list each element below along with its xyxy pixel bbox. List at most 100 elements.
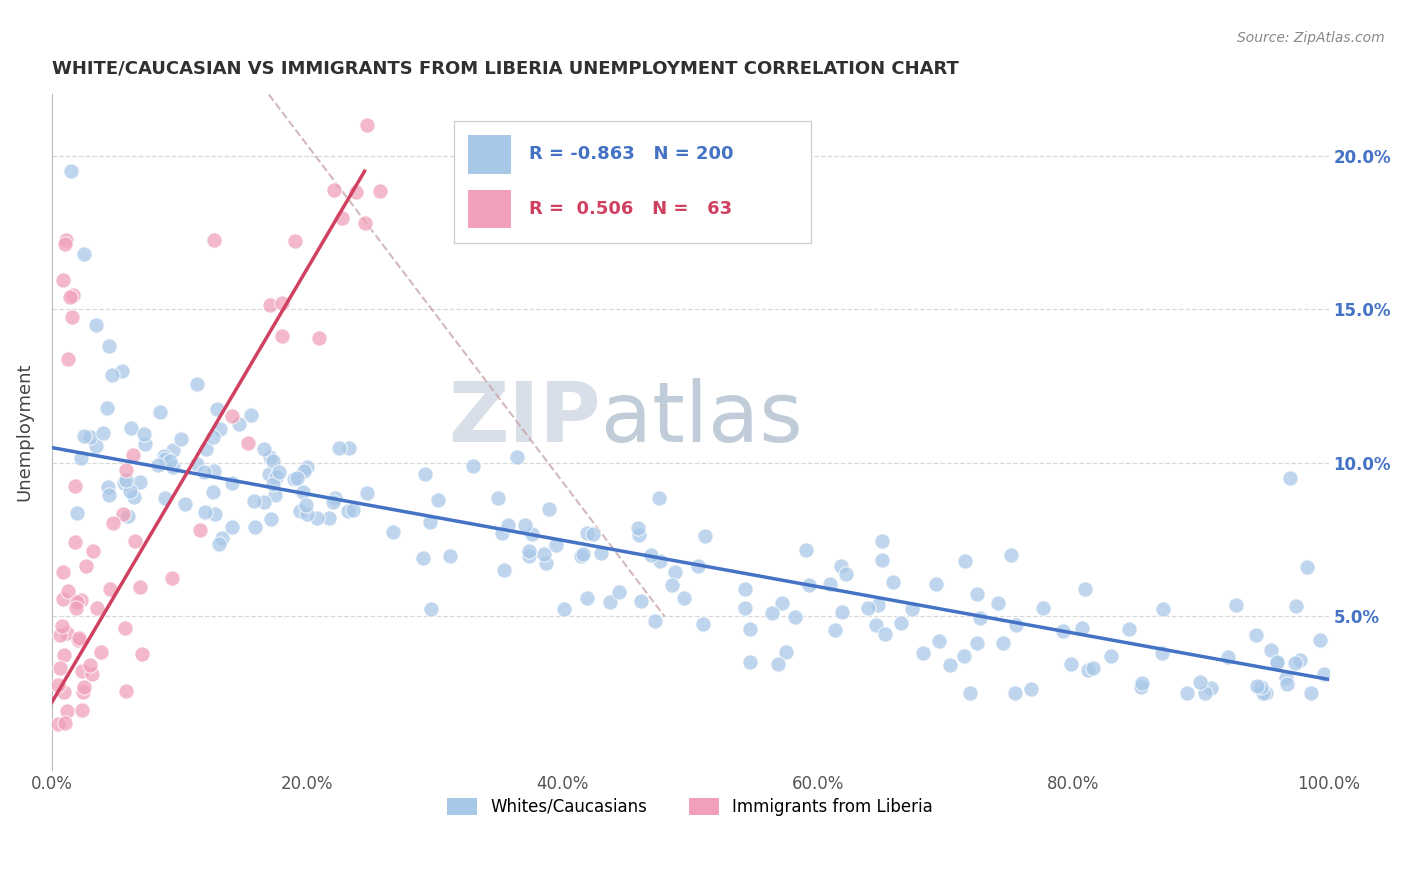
Text: Source: ZipAtlas.com: Source: ZipAtlas.com — [1237, 31, 1385, 45]
Point — [734, 600, 756, 615]
Point — [627, 528, 650, 542]
Point — [381, 524, 404, 539]
Point — [295, 507, 318, 521]
Point — [69, 593, 91, 607]
Point — [117, 509, 139, 524]
Point — [160, 571, 183, 585]
Point — [1060, 657, 1083, 672]
Point — [426, 492, 449, 507]
Point — [101, 368, 124, 382]
Point — [114, 463, 136, 477]
Point — [1004, 618, 1026, 632]
Point — [924, 576, 946, 591]
Point — [82, 544, 104, 558]
Point — [115, 684, 138, 698]
Point — [496, 517, 519, 532]
Point — [738, 622, 761, 636]
Point — [115, 473, 138, 487]
Point — [413, 467, 436, 481]
Point — [648, 491, 671, 506]
Point — [761, 607, 783, 621]
Point — [162, 442, 184, 457]
Y-axis label: Unemployment: Unemployment — [15, 363, 32, 501]
Point — [770, 596, 793, 610]
Point — [991, 636, 1014, 650]
Point — [205, 401, 228, 416]
Point — [1309, 633, 1331, 648]
Point — [582, 527, 605, 541]
Point — [1246, 679, 1268, 693]
Point — [368, 184, 391, 198]
Point — [1279, 471, 1302, 485]
Point — [131, 647, 153, 661]
Point — [67, 631, 90, 645]
Point — [1301, 686, 1323, 700]
Point — [188, 523, 211, 537]
Point — [640, 549, 662, 563]
Point — [48, 628, 70, 642]
Point — [865, 617, 887, 632]
Point — [270, 295, 292, 310]
Point — [62, 310, 84, 325]
Point — [174, 497, 197, 511]
Point — [221, 409, 243, 423]
Point — [51, 619, 73, 633]
Point — [321, 495, 343, 509]
Point — [271, 328, 294, 343]
Point — [243, 519, 266, 533]
Point — [295, 498, 318, 512]
Point — [1019, 681, 1042, 696]
Point — [153, 491, 176, 505]
Point — [544, 538, 567, 552]
Point — [112, 475, 135, 490]
Point — [1189, 674, 1212, 689]
Point — [486, 491, 509, 505]
Point — [267, 465, 290, 479]
Point — [67, 632, 90, 647]
Point — [576, 525, 599, 540]
Point — [1077, 663, 1099, 677]
Point — [1265, 656, 1288, 670]
Point — [73, 247, 96, 261]
Point — [186, 457, 208, 471]
Point — [328, 441, 350, 455]
Point — [1289, 653, 1312, 667]
Point — [1285, 599, 1308, 613]
Point — [1218, 649, 1240, 664]
Point — [194, 505, 217, 519]
Point — [461, 458, 484, 473]
Point — [121, 448, 143, 462]
Point — [59, 164, 82, 178]
Text: ZIP: ZIP — [449, 378, 600, 459]
Point — [65, 479, 87, 493]
Point — [118, 483, 141, 498]
Point — [97, 480, 120, 494]
Point — [928, 634, 950, 648]
Point — [239, 408, 262, 422]
Text: WHITE/CAUCASIAN VS IMMIGRANTS FROM LIBERIA UNEMPLOYMENT CORRELATION CHART: WHITE/CAUCASIAN VS IMMIGRANTS FROM LIBER… — [52, 60, 959, 78]
Point — [688, 558, 710, 573]
Point — [969, 611, 991, 625]
Point — [253, 442, 276, 456]
Point — [65, 601, 87, 615]
Point — [79, 658, 101, 673]
Point — [419, 516, 441, 530]
Point — [90, 645, 112, 659]
Point — [344, 186, 367, 200]
Point — [243, 494, 266, 508]
Point — [124, 533, 146, 548]
Point — [912, 646, 935, 660]
Point — [738, 655, 761, 669]
Point — [1295, 559, 1317, 574]
Point — [818, 577, 841, 591]
Point — [1071, 621, 1094, 635]
Point — [517, 549, 540, 563]
Point — [170, 433, 193, 447]
Point — [221, 520, 243, 534]
Point — [153, 452, 176, 467]
Point — [966, 636, 988, 650]
Point — [1032, 601, 1054, 615]
Point — [111, 364, 134, 378]
Point — [284, 235, 307, 249]
Point — [953, 648, 976, 663]
